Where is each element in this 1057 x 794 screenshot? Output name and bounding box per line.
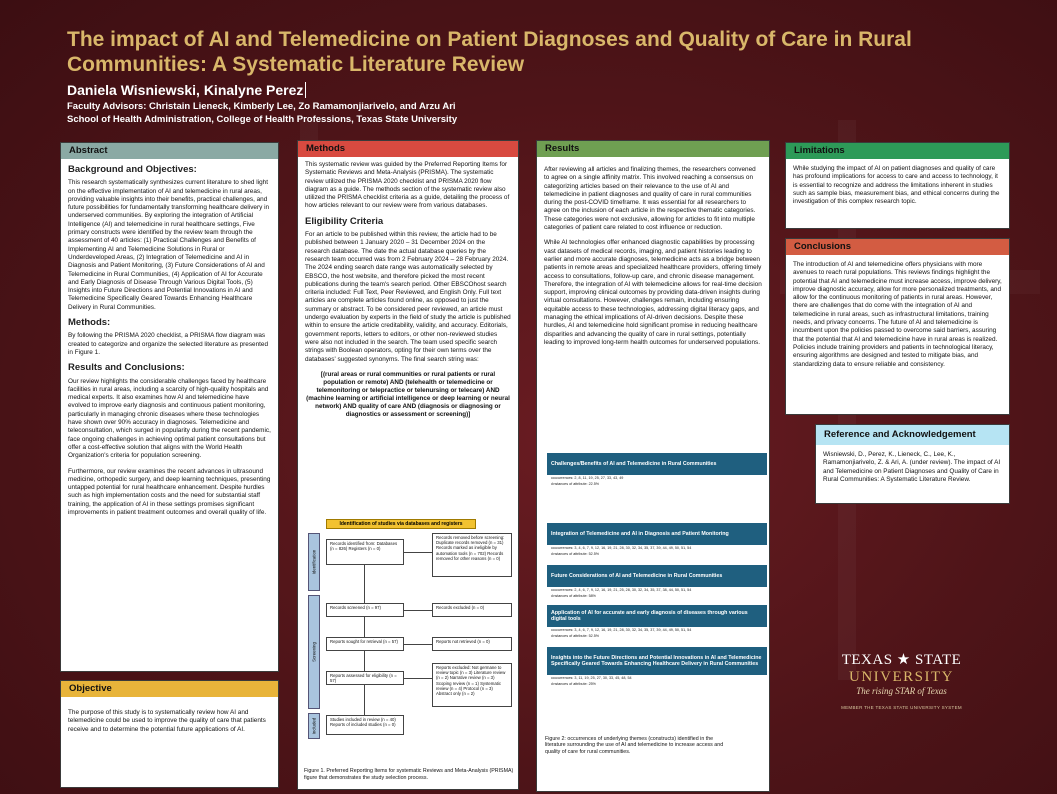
flow-box-reports-excluded: Reports excluded: Not germane to review …: [432, 663, 512, 707]
theme-occurrences: •occurrences: 2, 8, 11, 19, 25, 27, 33, …: [551, 476, 624, 480]
theme-instances: •Instances of attribute: 52.5%: [551, 634, 600, 639]
theme-occurrences: •occurrences: 2, 4, 6, 7, 9, 12, 16, 19,…: [551, 588, 692, 592]
eligibility-criteria-text: For an article to be published within th…: [305, 231, 511, 363]
flow-box-included: Studies included in review (n = 40) Repo…: [326, 715, 404, 735]
flow-stage-included: Included: [308, 713, 320, 739]
reference-text: Wisniewski, D., Perez, K., Lieneck, C., …: [823, 451, 1001, 483]
theme-instances: •Instances of attribute: 58%: [551, 594, 596, 599]
theme-title: Application of AI for accurate and early…: [547, 605, 767, 627]
figure-2-caption: Figure 2: occurrences of underlying them…: [545, 735, 724, 755]
figure-1-caption: Figure 1. Preferred Reporting Items for …: [304, 768, 514, 781]
prisma-flow-diagram: Identification of studies via databases …: [308, 519, 513, 739]
flow-arrow: [364, 617, 365, 637]
methods-intro-text: This systematic review was guided by the…: [305, 161, 510, 210]
limitations-text: While studying the impact of AI on patie…: [793, 165, 1000, 206]
theme-title: Insights into the Future Directions and …: [547, 647, 767, 675]
flow-arrow: [404, 552, 432, 553]
results-conclusions-heading: Results and Conclusions:: [68, 362, 185, 374]
theme-instances: •Instances of attribute: 52.5%: [551, 552, 600, 557]
theme-instances: •Instances of attribute: 25%: [551, 682, 596, 687]
theme-occurrences: •occurrences: 3, 11, 19, 25, 27, 30, 33,…: [551, 676, 632, 680]
flow-box-assessed: Reports assessed for eligibility (n = 57…: [326, 671, 404, 685]
abstract-heading: Abstract: [61, 143, 278, 159]
authors-text: Daniela Wisniewski, Kinalyne Perez: [67, 82, 307, 98]
background-objectives-heading: Background and Objectives:: [68, 164, 197, 175]
theme-item: Insights into the Future Directions and …: [547, 647, 767, 687]
flow-header: Identification of studies via databases …: [326, 519, 476, 529]
flow-box-screened: Records screened (n = 97): [326, 603, 404, 617]
limitations-heading: Limitations: [786, 143, 1009, 159]
theme-occurrences: •occurrences: 3, 4, 6, 7, 9, 12, 16, 19,…: [551, 628, 692, 632]
search-string: [(rural areas or rural communities or ru…: [306, 370, 510, 418]
faculty-advisors: Faculty Advisors: Christain Lieneck, Kim…: [67, 101, 456, 112]
abstract-methods-heading: Methods:: [68, 317, 111, 329]
abstract-methods-text: By following the PRISMA 2020 checklist, …: [68, 332, 269, 356]
theme-occurrences: •occurrences: 3, 4, 6, 7, 9, 12, 16, 19,…: [551, 546, 692, 550]
flow-box-sought: Reports sought for retrieval (n = 57): [326, 637, 404, 651]
theme-item: Application of AI for accurate and early…: [547, 605, 767, 639]
logo-tagline: The rising STAR of Texas: [856, 686, 947, 696]
methods-heading: Methods: [298, 141, 518, 157]
theme-instances: •Instances of attribute: 22.5%: [551, 482, 600, 487]
abstract-panel: Abstract Background and Objectives: This…: [60, 142, 279, 672]
flow-box-not-retrieved: Reports not retrieved (n = 0): [432, 637, 512, 651]
logo-university: UNIVERSITY: [849, 669, 954, 685]
results-text-1: After reviewing all articles and finaliz…: [544, 166, 756, 232]
theme-item: Challenges/Benefits of AI and Telemedici…: [547, 453, 767, 487]
flow-arrow: [364, 651, 365, 671]
theme-item: Future Considerations of AI and Telemedi…: [547, 565, 767, 599]
poster-title: The impact of AI and Telemedicine on Pat…: [67, 28, 912, 76]
abstract-results-text: Our review highlights the considerable c…: [68, 377, 271, 460]
results-text-2: While AI technologies offer enhanced dia…: [544, 239, 762, 346]
flow-arrow: [404, 610, 432, 611]
flow-stage-identification: Identification: [308, 533, 320, 591]
conclusions-panel: Conclusions The introduction of AI and t…: [785, 238, 1010, 415]
flow-arrow: [364, 685, 365, 715]
flow-box-identified: Records identified from: Databases (n = …: [326, 539, 404, 565]
flow-arrow: [404, 678, 432, 679]
objective-panel: Objective The purpose of this study is t…: [60, 680, 279, 788]
logo-texas-state: TEXAS ★ STATE: [841, 652, 962, 668]
reference-heading: Reference and Acknowledgement: [816, 425, 1009, 445]
objective-heading: Objective: [61, 681, 278, 697]
results-panel: Results After reviewing all articles and…: [536, 140, 770, 792]
flow-arrow: [364, 565, 365, 603]
flow-arrow: [404, 644, 432, 645]
flow-box-excluded: Records excluded (n = 0): [432, 603, 512, 617]
theme-item: Integration of Telemedicine and AI in Di…: [547, 523, 767, 557]
flow-stage-screening: Screening: [308, 595, 320, 709]
conclusions-text: The introduction of AI and telemedicine …: [793, 261, 1002, 368]
reference-panel: Reference and Acknowledgement Wisniewski…: [815, 424, 1010, 504]
limitations-panel: Limitations While studying the impact of…: [785, 142, 1010, 229]
results-heading: Results: [537, 141, 769, 157]
abstract-results-text-2: Furthermore, our review examines the rec…: [68, 467, 271, 516]
methods-panel: Methods This systematic review was guide…: [297, 140, 519, 790]
texas-state-logo: TEXAS ★ STATE UNIVERSITY The rising STAR…: [834, 650, 969, 710]
theme-title: Future Considerations of AI and Telemedi…: [547, 565, 767, 587]
theme-title: Challenges/Benefits of AI and Telemedici…: [547, 453, 767, 475]
flow-box-removed: Records removed before screening: Duplic…: [432, 533, 512, 577]
abstract-background-text: This research systematically synthesizes…: [68, 179, 270, 311]
authors: Daniela Wisniewski, Kinalyne Perez: [67, 82, 307, 98]
theme-title: Integration of Telemedicine and AI in Di…: [547, 523, 767, 545]
objective-text: The purpose of this study is to systemat…: [68, 709, 266, 733]
eligibility-criteria-heading: Eligibility Criteria: [305, 215, 384, 227]
school-affiliation: School of Health Administration, College…: [67, 114, 458, 125]
logo-member-text: MEMBER THE TEXAS STATE UNIVERSITY SYSTEM: [841, 705, 962, 710]
conclusions-heading: Conclusions: [786, 239, 1009, 255]
